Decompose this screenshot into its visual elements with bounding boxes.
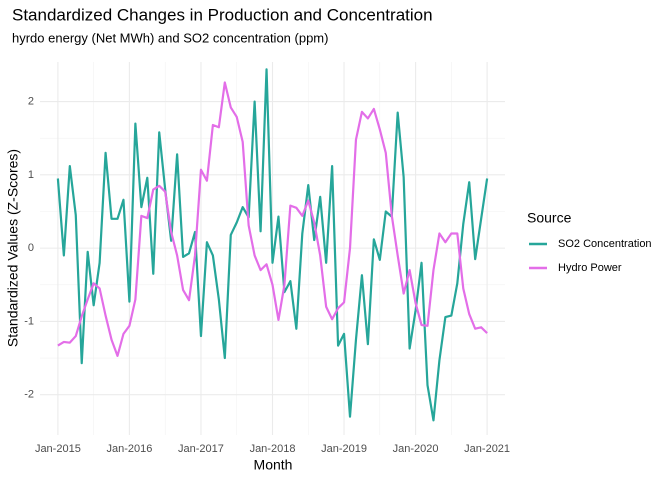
y-tick-label: -2 (24, 389, 34, 401)
y-tick-label: 0 (28, 242, 34, 254)
legend-label: Hydro Power (558, 262, 622, 274)
chart-subtitle: hyrdo energy (Net MWh) and SO2 concentra… (12, 30, 328, 45)
x-tick-label: Jan-2020 (393, 443, 439, 455)
x-tick-label: Jan-2015 (35, 443, 81, 455)
series-line (56, 68, 489, 422)
x-tick-label: Jan-2019 (321, 443, 367, 455)
chart-title: Standardized Changes in Production and C… (12, 5, 433, 24)
x-tick-label: Jan-2018 (250, 443, 296, 455)
y-tick-label: -1 (24, 315, 34, 327)
legend-title: Source (527, 210, 572, 226)
legend-label: SO2 Concentration (558, 238, 652, 250)
x-axis-title: Month (254, 457, 293, 473)
y-tick-label: 1 (28, 169, 34, 181)
x-tick-label: Jan-2021 (464, 443, 510, 455)
y-tick-label: 2 (28, 95, 34, 107)
series-line (57, 81, 488, 357)
x-tick-label: Jan-2017 (178, 443, 224, 455)
x-tick-label: Jan-2016 (106, 443, 152, 455)
y-axis-title: Standardized Values (Z-Scores) (5, 149, 21, 347)
